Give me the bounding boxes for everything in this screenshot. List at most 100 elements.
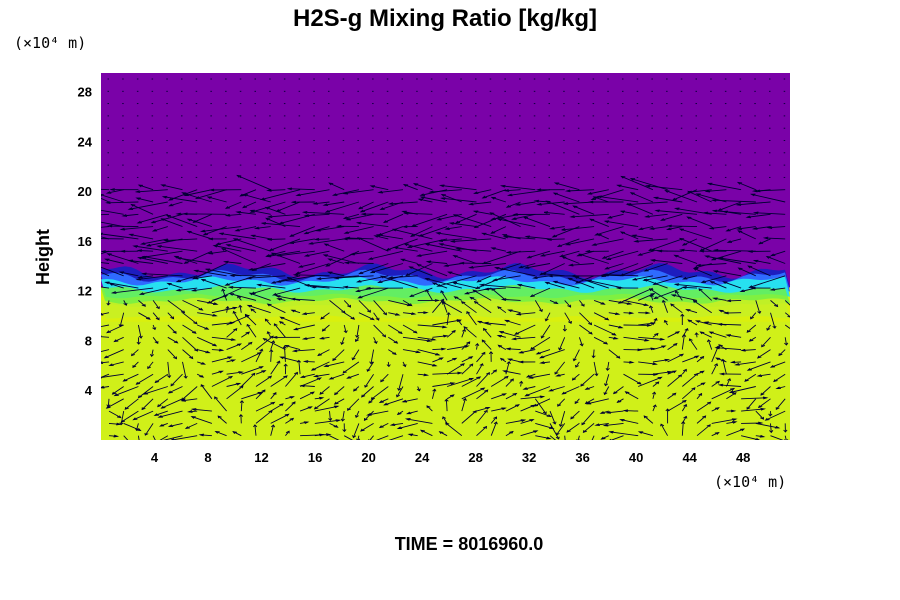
vector-arrowhead [663, 319, 668, 323]
vector-arrow [268, 238, 286, 240]
vector-arrow [270, 349, 272, 362]
vector-arrowhead [151, 228, 158, 232]
vector-arrow [329, 435, 340, 440]
vector-arrowhead [564, 242, 571, 246]
vector-arrow [711, 418, 736, 424]
vector-arrowhead [192, 330, 197, 334]
vector-arrowhead [271, 335, 278, 339]
vector-arrowhead [342, 191, 349, 195]
vector-arrow [377, 234, 404, 240]
vector-arrow [778, 349, 786, 356]
vector-arrow [668, 225, 698, 228]
vector-arrow [153, 226, 168, 232]
vector-arrowhead [665, 408, 670, 412]
vector-arrowhead [481, 195, 487, 199]
vector-arrow [240, 373, 256, 387]
vector-arrowhead [499, 357, 505, 361]
vector-arrow [133, 245, 168, 252]
vector-arrowhead [483, 321, 489, 325]
vector-arrow [672, 294, 698, 301]
vector-arrowhead [373, 235, 379, 238]
vector-arrow [329, 182, 345, 191]
vector-arrow [476, 426, 487, 437]
vector-arrow [151, 349, 154, 357]
vector-arrowhead [604, 317, 610, 321]
vector-arrowhead [586, 279, 592, 283]
vector-arrowhead [259, 348, 264, 352]
vector-arrowhead [202, 232, 208, 236]
vector-arrowhead [582, 430, 587, 433]
vector-arrow [738, 230, 756, 240]
vector-arrowhead [457, 371, 463, 375]
vector-arrowhead [119, 227, 126, 231]
vector-arrow [545, 312, 551, 322]
vector-arrow [255, 335, 274, 350]
vector-arrow [270, 413, 289, 424]
y-unit-label: (×10⁴ m) [14, 34, 86, 52]
vector-arrow [517, 312, 536, 315]
vector-arrow [107, 189, 124, 194]
vector-arrowhead [106, 224, 113, 228]
vector-arrow [369, 250, 404, 260]
vector-arrowhead [358, 206, 364, 210]
vector-arrow [490, 421, 497, 436]
vector-arrowhead [692, 267, 698, 271]
vector-arrowhead [645, 311, 651, 315]
vector-arrowhead [294, 371, 298, 375]
vector-arrow [753, 189, 786, 192]
vector-arrowhead [532, 276, 538, 280]
vector-arrow [711, 346, 719, 363]
vector-arrowhead [667, 370, 673, 374]
vector-arrowhead [704, 255, 710, 258]
vector-arrowhead [363, 418, 368, 421]
vector-arrowhead [711, 209, 718, 213]
vector-arrowhead [492, 369, 498, 373]
vector-arrowhead [602, 273, 608, 277]
vector-arrowhead [104, 258, 110, 262]
vector-arrow [313, 286, 330, 289]
vector-arrowhead [744, 378, 749, 382]
vector-arrowhead [334, 392, 339, 396]
vector-arrow [432, 372, 462, 375]
vector-arrowhead [139, 450, 142, 452]
vector-arrowhead [369, 361, 374, 365]
vector-arrowhead [379, 275, 385, 279]
vector-arrowhead [629, 178, 636, 181]
vector-arrowhead [748, 285, 754, 288]
vector-arrowhead [238, 371, 244, 374]
vector-arrowhead [297, 265, 304, 268]
vector-arrowhead [351, 357, 356, 361]
vector-arrowhead [546, 436, 552, 440]
vector-arrow [226, 371, 243, 375]
vector-arrowhead [170, 383, 175, 387]
vector-arrowhead [383, 402, 389, 406]
vector-arrow [341, 337, 345, 345]
vector-arrowhead [369, 185, 376, 188]
vector-arrow [120, 271, 139, 277]
vector-arrowhead [402, 225, 408, 229]
vector-arrowhead [585, 401, 592, 405]
vector-arrowhead [83, 265, 87, 267]
vector-arrow [461, 363, 474, 375]
vector-arrowhead [383, 312, 387, 316]
vector-arrow [370, 185, 389, 191]
vector-arrow [388, 435, 404, 440]
vector-arrow [667, 343, 678, 350]
vector-arrowhead [518, 350, 524, 354]
vector-arrowhead [681, 276, 688, 280]
vector-arrowhead [706, 182, 713, 186]
vector-arrow [114, 386, 139, 397]
vector-arrowhead [714, 407, 720, 410]
vector-arrowhead [288, 241, 295, 244]
vector-arrowhead [619, 231, 626, 235]
vector-arrow [268, 213, 301, 218]
vector-arrow [356, 324, 360, 338]
vector-arrowhead [673, 254, 679, 258]
vector-arrowhead [567, 304, 572, 308]
vector-arrowhead [698, 249, 705, 253]
vector-arrow [757, 349, 771, 359]
vector-arrow [426, 405, 433, 412]
vector-arrowhead [101, 312, 104, 316]
vector-arrow [324, 361, 345, 367]
vector-arrowhead [160, 405, 166, 409]
